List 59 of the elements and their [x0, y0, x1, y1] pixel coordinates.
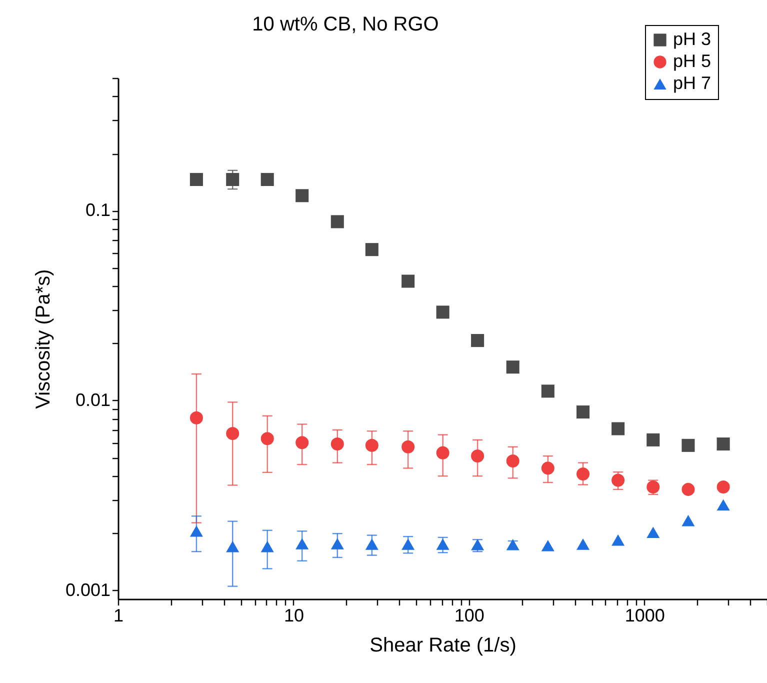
point [330, 215, 344, 228]
point [506, 360, 520, 374]
point [296, 436, 309, 450]
point [190, 525, 203, 537]
point [576, 467, 590, 481]
point [436, 446, 450, 460]
point [402, 274, 415, 288]
point [190, 411, 203, 424]
point [541, 540, 554, 552]
point [402, 440, 415, 454]
chart-title: 10 wt% CB, No RGO [252, 14, 439, 36]
legend-label: pH 7 [673, 73, 712, 93]
point [296, 538, 309, 550]
y-axis-title: Viscosity (Pa*s) [32, 269, 54, 409]
point [365, 438, 378, 452]
point [506, 539, 520, 550]
x-tick-label: 100 [454, 606, 484, 626]
x-tick-label: 1000 [624, 606, 665, 626]
point [541, 462, 554, 475]
legend-label: pH 5 [673, 51, 712, 71]
y-tick-label: 0.01 [75, 390, 110, 410]
x-tick-label: 1 [113, 606, 124, 626]
point [716, 499, 730, 510]
point [436, 306, 450, 319]
point [646, 526, 660, 538]
y-tick-label: 0.001 [65, 580, 110, 600]
point [471, 334, 484, 348]
point [682, 438, 695, 452]
x-axis-title: Shear Rate (1/s) [370, 634, 516, 656]
point [402, 538, 415, 550]
point [612, 474, 625, 487]
point [716, 437, 730, 451]
point [365, 243, 378, 256]
point [436, 538, 450, 550]
point [612, 422, 625, 436]
point [260, 540, 274, 552]
point [226, 172, 240, 186]
point [612, 534, 625, 546]
point [365, 538, 378, 550]
point [471, 450, 484, 463]
point [226, 427, 240, 440]
point [190, 172, 203, 186]
point [576, 405, 590, 418]
point [296, 189, 309, 202]
point [541, 384, 554, 398]
y-tick-label: 0.1 [85, 200, 110, 220]
point [576, 538, 590, 550]
point [226, 540, 240, 552]
point [506, 454, 520, 468]
point [682, 514, 695, 526]
legend-label: pH 3 [673, 29, 712, 49]
point [260, 432, 274, 446]
point [330, 437, 344, 450]
point [646, 433, 660, 446]
point [716, 480, 730, 494]
point [330, 538, 344, 550]
point [682, 482, 695, 496]
x-tick-label: 10 [284, 606, 304, 626]
point [260, 172, 274, 186]
